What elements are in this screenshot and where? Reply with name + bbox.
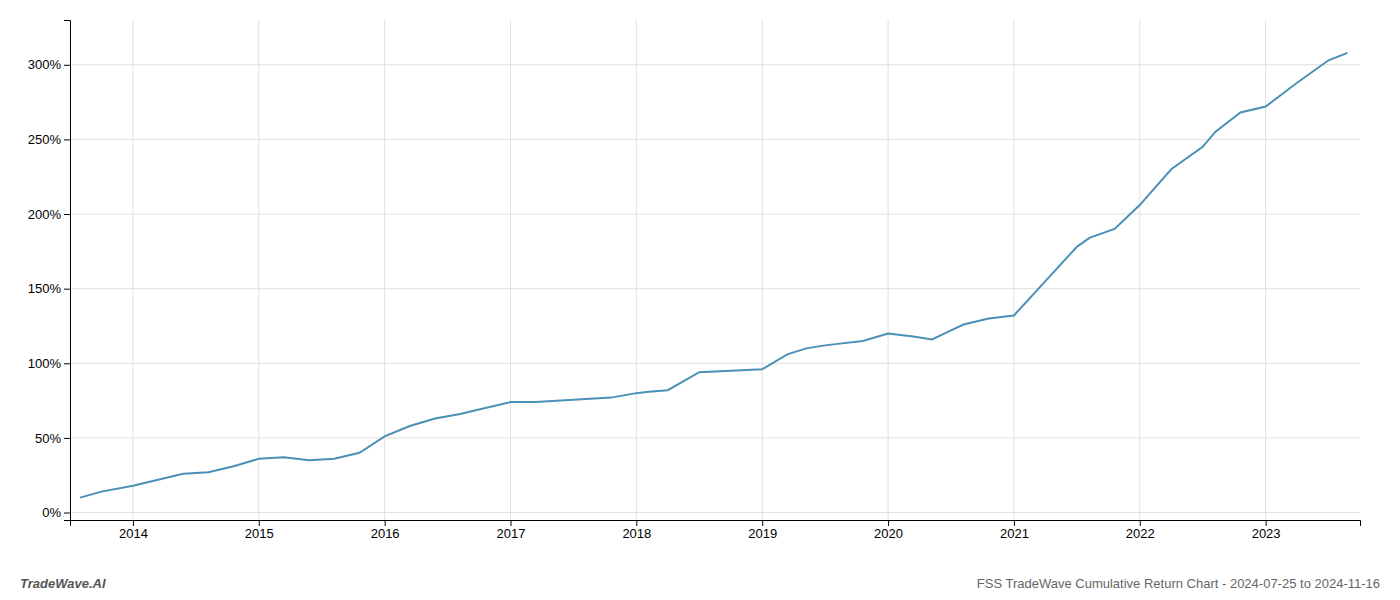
line [80,53,1347,498]
grid-line-y [70,512,1360,513]
x-tick: 2020 [874,520,903,541]
grid-line-x [132,20,133,520]
y-tick: 200% [28,207,70,222]
x-tick-label: 2023 [1252,526,1281,541]
x-tick: 2016 [371,520,400,541]
marks [80,53,1347,498]
y-tick: 150% [28,281,70,296]
x-tick: 2019 [748,520,777,541]
x-tick-label: 2015 [245,526,274,541]
grid-line-x [384,20,385,520]
grid-line-y [70,288,1360,289]
grid-line-x [762,20,763,520]
grid-line-x [636,20,637,520]
x-tick-label: 2022 [1126,526,1155,541]
x-tick-label: 2019 [748,526,777,541]
grid-line-x [258,20,259,520]
x-tick: 2021 [1000,520,1029,541]
watermark: TradeWave.AI [20,576,106,591]
y-tick-mark [64,438,70,439]
chart: 2014 2015 2016 2017 2018 2019 2020 2021 2022 2023… [0,0,1400,600]
y-tick-label: 50% [35,431,61,446]
y-tick: 50% [35,431,70,446]
x-tick: 2014 [119,520,148,541]
title: FSS TradeWave Cumulative Return Chart - … [977,576,1380,591]
y-tick-mark [64,214,70,215]
y-tick: 300% [28,57,70,72]
grid-line-y [70,139,1360,140]
grid-line-x [1139,20,1140,520]
grid-line-y [70,363,1360,364]
x-tick-mark [1014,520,1015,526]
x-axis: 2014 2015 2016 2017 2018 2019 2020 2021 2022 2023 [71,520,1361,541]
plot: 2014 2015 2016 2017 2018 2019 2020 2021 2022 2023… [28,20,1361,541]
y-tick-mark [64,139,70,140]
x-tick-mark [888,520,889,526]
x-tick: 2023 [1252,520,1281,541]
y-tick-label: 0% [42,505,61,520]
x-tick-mark [636,520,637,526]
y-tick-mark [64,363,70,364]
grid-line-x [1013,20,1014,520]
y-tick-mark [64,65,70,66]
x-tick: 2022 [1126,520,1155,541]
x-tick-mark [762,520,763,526]
x-tick-mark [133,520,134,526]
y-tick-label: 250% [28,132,62,147]
x-tick-mark [1140,520,1141,526]
x-tick-mark [385,520,386,526]
y-axis-line [64,21,71,521]
x-tick-label: 2016 [371,526,400,541]
x-tick-label: 2014 [119,526,148,541]
x-tick-mark [259,520,260,526]
y-tick: 100% [28,356,70,371]
y-tick-label: 200% [28,207,62,222]
x-tick: 2018 [622,520,651,541]
x-tick-label: 2020 [874,526,903,541]
x-tick-label: 2018 [622,526,651,541]
x-tick-mark [510,520,511,526]
y-tick: 0% [42,505,70,520]
grid-line-y [70,214,1360,215]
y-tick-label: 100% [28,356,62,371]
y-tick-label: 150% [28,281,62,296]
grid-line-y [70,64,1360,65]
grid-line-x [888,20,889,520]
grid-line-x [510,20,511,520]
y-tick-mark [64,289,70,290]
y-tick: 250% [28,132,70,147]
x-tick-label: 2021 [1000,526,1029,541]
x-tick: 2017 [497,520,526,541]
y-tick-mark [64,513,70,514]
x-tick-label: 2017 [497,526,526,541]
y-axis: 0% 50% 100% 150% 200% 250% 300% [28,21,71,521]
grid-line-x [1265,20,1266,520]
y-tick-label: 300% [28,57,62,72]
x-axis-line [71,521,1361,527]
grid [70,20,1360,520]
x-tick-mark [1266,520,1267,526]
x-tick: 2015 [245,520,274,541]
grid-line-y [70,437,1360,438]
